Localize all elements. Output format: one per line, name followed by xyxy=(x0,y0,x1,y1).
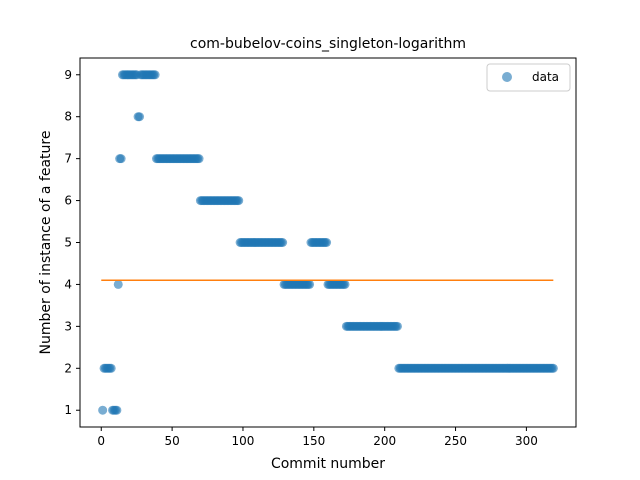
axes-frame xyxy=(79,57,577,428)
legend-box xyxy=(486,63,571,92)
data-point xyxy=(322,238,332,247)
data-point xyxy=(305,279,315,289)
plot-area xyxy=(98,70,558,415)
data-point xyxy=(234,196,244,206)
data-point xyxy=(194,154,204,164)
x-tick-label: 200 xyxy=(373,434,396,448)
data-point xyxy=(150,70,160,80)
data-point xyxy=(112,405,122,415)
y-axis-label: Number of instance of a feature xyxy=(38,131,54,355)
y-tick-label: 8 xyxy=(64,110,72,124)
data-point xyxy=(98,405,108,415)
x-tick-label: 50 xyxy=(164,434,179,448)
chart-title: com-bubelov-coins_singleton-logarithm xyxy=(190,36,466,52)
legend-marker xyxy=(502,72,512,82)
data-point xyxy=(392,321,402,331)
y-tick-label: 5 xyxy=(64,236,72,250)
y-tick-label: 3 xyxy=(64,319,72,333)
data-point xyxy=(548,363,558,373)
data-point xyxy=(340,279,350,289)
y-tick-label: 9 xyxy=(64,68,72,82)
x-tick-label: 250 xyxy=(444,434,467,448)
x-axis-label: Commit number xyxy=(271,456,385,472)
legend: data xyxy=(486,63,571,92)
y-tick-label: 1 xyxy=(64,403,72,417)
axis-ticks: 0 50 100 150 200 250 300 1 2 3 4 5 6 7 8 9 xyxy=(64,68,537,448)
legend-label: data xyxy=(532,70,559,84)
x-tick-label: 300 xyxy=(515,434,538,448)
data-point xyxy=(106,363,116,373)
x-tick-label: 100 xyxy=(232,434,255,448)
data-point xyxy=(135,112,145,122)
data-point xyxy=(278,238,288,247)
y-tick-label: 7 xyxy=(64,152,72,166)
y-tick-label: 2 xyxy=(64,361,72,375)
data-point xyxy=(116,154,126,164)
x-tick-label: 150 xyxy=(302,434,325,448)
y-tick-label: 4 xyxy=(64,277,72,291)
x-tick-label: 0 xyxy=(97,434,105,448)
data-point xyxy=(113,279,123,289)
y-tick-label: 6 xyxy=(64,194,72,208)
